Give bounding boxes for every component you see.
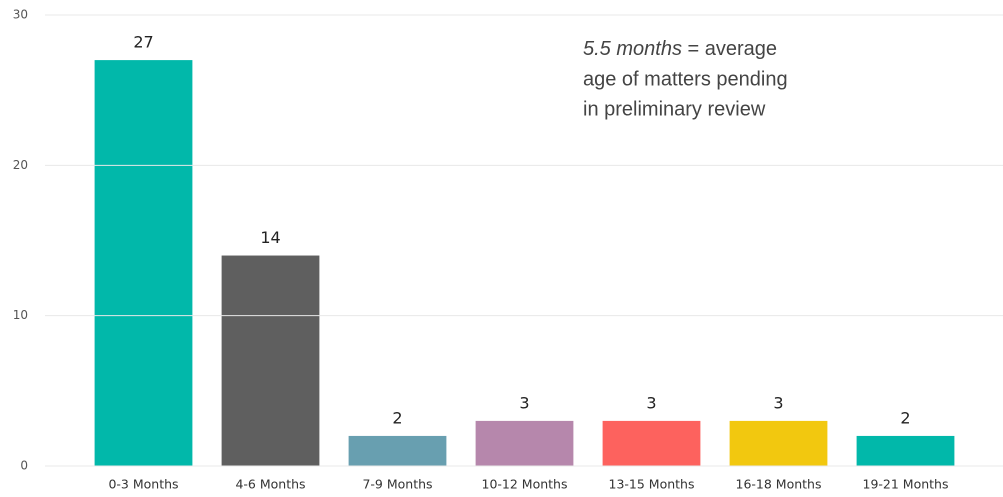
bar bbox=[475, 420, 574, 466]
bar bbox=[221, 255, 320, 466]
y-tick-label: 30 bbox=[13, 8, 28, 22]
value-label: 2 bbox=[392, 408, 402, 427]
value-label: 3 bbox=[519, 393, 529, 412]
x-tick-label: 19-21 Months bbox=[863, 477, 949, 492]
y-tick-label: 10 bbox=[13, 308, 28, 322]
bar bbox=[856, 435, 955, 466]
value-label: 14 bbox=[260, 228, 280, 247]
value-label: 3 bbox=[773, 393, 783, 412]
annotation: 5.5 months = average bbox=[583, 38, 777, 60]
bar bbox=[348, 435, 447, 466]
annotation-line: age of matters pending bbox=[583, 68, 788, 90]
y-tick-label: 20 bbox=[13, 158, 28, 172]
annotation-line: = average bbox=[688, 38, 778, 60]
value-label: 3 bbox=[646, 393, 656, 412]
x-tick-label: 16-18 Months bbox=[736, 477, 822, 492]
annotation-emphasis: 5.5 months bbox=[583, 38, 682, 60]
value-label: 2 bbox=[900, 408, 910, 427]
x-tick-label: 7-9 Months bbox=[362, 477, 432, 492]
bar bbox=[729, 420, 828, 466]
value-label: 27 bbox=[133, 33, 153, 52]
x-tick-label: 4-6 Months bbox=[235, 477, 305, 492]
x-tick-label: 0-3 Months bbox=[108, 477, 178, 492]
bar bbox=[94, 60, 193, 466]
x-tick-label: 10-12 Months bbox=[482, 477, 568, 492]
y-tick-label: 0 bbox=[20, 459, 28, 473]
x-tick-label: 13-15 Months bbox=[609, 477, 695, 492]
annotation-line: in preliminary review bbox=[583, 98, 766, 120]
bar bbox=[602, 420, 701, 466]
